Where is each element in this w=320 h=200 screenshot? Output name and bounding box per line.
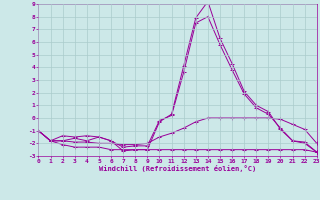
X-axis label: Windchill (Refroidissement éolien,°C): Windchill (Refroidissement éolien,°C) xyxy=(99,165,256,172)
